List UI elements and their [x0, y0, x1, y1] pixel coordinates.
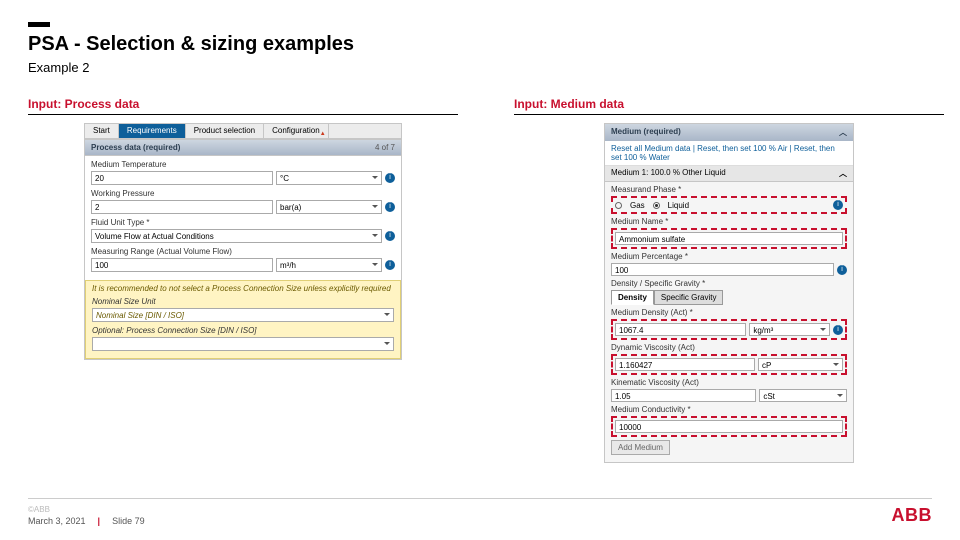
input-dynamic-viscosity[interactable]: 1.160427 [615, 358, 755, 371]
select-density-unit[interactable]: kg/m³ [749, 323, 830, 336]
label-medium-temperature: Medium Temperature [91, 160, 395, 169]
info-icon[interactable]: i [385, 231, 395, 241]
label-medium-conductivity: Medium Conductivity * [611, 405, 847, 414]
input-medium-percentage[interactable]: 100 [611, 263, 834, 276]
input-medium-density[interactable]: 1067.4 [615, 323, 746, 336]
label-working-pressure: Working Pressure [91, 189, 395, 198]
label-fluid-unit-type: Fluid Unit Type * [91, 218, 395, 227]
reset-links[interactable]: Reset all Medium data | Reset, then set … [605, 141, 853, 166]
input-medium-temperature[interactable]: 20 [91, 171, 273, 185]
copyright: ©ABB [28, 505, 145, 514]
step-product-selection-label: Product selection [194, 126, 255, 135]
warning-icon: ▲ [320, 131, 326, 137]
info-icon[interactable]: i [833, 325, 843, 335]
info-icon[interactable]: i [833, 200, 843, 210]
add-medium-button[interactable]: Add Medium [611, 440, 670, 455]
step-nav: Start Requirements Product selection Con… [85, 124, 401, 139]
select-kin-visc-unit[interactable]: cSt [759, 389, 847, 402]
section-process-data-title: Process data (required) [91, 143, 180, 152]
label-medium-name: Medium Name * [611, 217, 847, 226]
label-medium-density: Medium Density (Act) * [611, 308, 847, 317]
label-measurand-phase: Measurand Phase * [611, 185, 847, 194]
note-text: It is recommended to not select a Proces… [92, 284, 394, 293]
section-progress: 4 of 7 [375, 143, 395, 152]
step-requirements[interactable]: Requirements [119, 124, 186, 138]
medium-section-title: Medium (required) [611, 127, 681, 138]
label-measuring-range: Measuring Range (Actual Volume Flow) [91, 247, 395, 256]
heading-medium-data: Input: Medium data [514, 97, 944, 115]
select-measuring-range-unit[interactable]: m³/h [276, 258, 382, 272]
radio-gas-label: Gas [630, 201, 645, 210]
select-pressure-unit[interactable]: bar(a) [276, 200, 382, 214]
label-nominal-size-unit: Nominal Size Unit [92, 297, 394, 306]
medium-data-app: Medium (required) ︿ Reset all Medium dat… [604, 123, 854, 463]
footer-separator: | [98, 516, 101, 526]
radio-liquid[interactable] [653, 202, 660, 209]
label-medium-percentage: Medium Percentage * [611, 252, 847, 261]
input-medium-conductivity[interactable]: 10000 [615, 420, 843, 433]
info-icon[interactable]: i [385, 260, 395, 270]
select-fluid-unit-type[interactable]: Volume Flow at Actual Conditions [91, 229, 382, 243]
input-working-pressure[interactable]: 2 [91, 200, 273, 214]
collapse-icon[interactable]: ︿ [839, 127, 847, 138]
nominal-size-note-panel: It is recommended to not select a Proces… [85, 280, 401, 359]
label-dynamic-viscosity: Dynamic Viscosity (Act) [611, 343, 847, 352]
radio-liquid-label: Liquid [668, 201, 689, 210]
footer-date: March 3, 2021 [28, 516, 86, 526]
input-kinematic-viscosity[interactable]: 1.05 [611, 389, 756, 402]
select-nominal-size-unit[interactable]: Nominal Size [DIN / ISO] [92, 308, 394, 322]
label-kinematic-viscosity: Kinematic Viscosity (Act) [611, 378, 847, 387]
abb-logo-text: ABB [892, 505, 933, 525]
info-icon[interactable]: i [385, 173, 395, 183]
slide-subtitle: Example 2 [28, 60, 932, 75]
step-product-selection[interactable]: Product selection [186, 124, 264, 138]
step-configuration[interactable]: Configuration▲ [264, 124, 329, 138]
step-start[interactable]: Start [85, 124, 119, 138]
abb-logo: ABB [892, 505, 933, 526]
accent-dash [28, 22, 50, 27]
input-measuring-range[interactable]: 100 [91, 258, 273, 272]
footer-slide-number: Slide 79 [112, 516, 145, 526]
process-data-app: Start Requirements Product selection Con… [84, 123, 402, 360]
heading-process-data: Input: Process data [28, 97, 458, 115]
collapse-icon[interactable]: ︿ [839, 168, 847, 179]
slide-title: PSA - Selection & sizing examples [28, 33, 932, 56]
input-medium-name[interactable]: Ammonium sulfate [615, 232, 843, 245]
select-optional-process-connection[interactable] [92, 337, 394, 351]
medium-1-bar: Medium 1: 100.0 % Other Liquid [611, 168, 726, 179]
info-icon[interactable]: i [837, 265, 847, 275]
select-dyn-visc-unit[interactable]: cP [758, 358, 843, 371]
tab-specific-gravity[interactable]: Specific Gravity [654, 290, 724, 305]
select-temperature-unit[interactable]: °C [276, 171, 382, 185]
radio-gas[interactable] [615, 202, 622, 209]
label-optional-process-connection: Optional: Process Connection Size [DIN /… [92, 326, 394, 335]
step-configuration-label: Configuration [272, 126, 320, 135]
tab-density[interactable]: Density [611, 290, 654, 305]
info-icon[interactable]: i [385, 202, 395, 212]
label-density-sg: Density / Specific Gravity * [611, 279, 847, 288]
